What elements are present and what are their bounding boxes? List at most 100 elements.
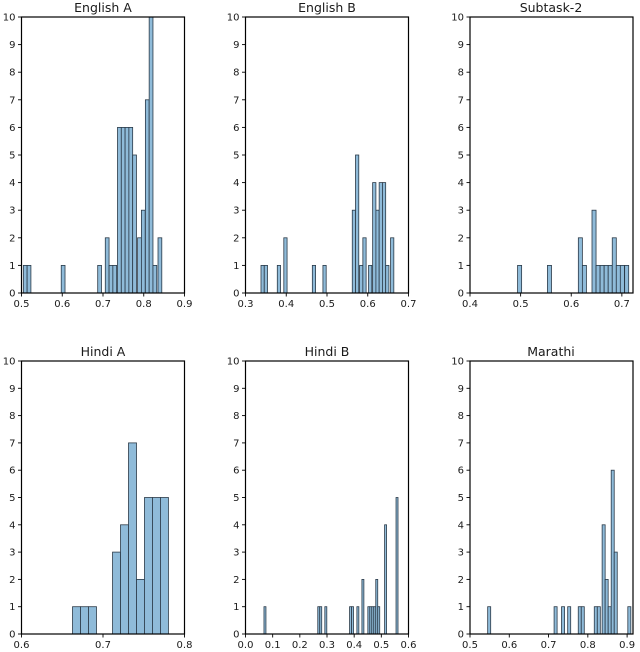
svg-text:0.3: 0.3: [238, 299, 254, 310]
svg-text:0: 0: [9, 289, 15, 300]
svg-text:0.7: 0.7: [401, 299, 417, 310]
svg-text:3: 3: [9, 206, 15, 217]
plot-area-hindi-b: 0.0 0.1 0.2 0.3 0.4 0.5 0.6 0 1 2 3 4 5 6 7 8 9 10: [227, 357, 417, 652]
svg-text:8: 8: [9, 68, 15, 79]
svg-text:5: 5: [9, 493, 15, 504]
svg-text:6: 6: [458, 123, 464, 134]
svg-text:0.3: 0.3: [319, 640, 335, 651]
subplot-title-hindi-b: Hindi B: [305, 344, 350, 359]
subplot-title-english-a: English A: [74, 0, 132, 15]
svg-text:2: 2: [9, 575, 15, 586]
svg-text:4: 4: [458, 178, 464, 189]
svg-text:0.6: 0.6: [14, 640, 30, 651]
svg-text:8: 8: [233, 68, 239, 79]
subplot-hindi-a: Hindi A 0.6 0.7 0.8 0 1 2 3 4 5 6 7 8 9 10: [3, 344, 193, 651]
svg-text:6: 6: [233, 466, 239, 477]
svg-text:6: 6: [9, 123, 15, 134]
svg-text:0.7: 0.7: [95, 640, 111, 651]
svg-text:8: 8: [9, 411, 15, 422]
svg-text:0.2: 0.2: [292, 640, 308, 651]
svg-text:3: 3: [233, 206, 239, 217]
svg-text:10: 10: [451, 13, 464, 24]
svg-text:0.5: 0.5: [14, 299, 30, 310]
plot-area-english-a: 0.5 0.6 0.7 0.8 0.9 0 1 2 3 4 5 6 7 8 9 10: [3, 13, 193, 311]
svg-text:0.8: 0.8: [177, 640, 193, 651]
svg-text:10: 10: [3, 357, 16, 368]
svg-text:0.4: 0.4: [278, 299, 294, 310]
svg-text:4: 4: [233, 178, 239, 189]
subplot-title-marathi: Marathi: [527, 344, 575, 359]
subplot-marathi: Marathi 0.5 0.6 0.7 0.8 0.9 0 1 2 3 4 5 6 7 8 9 10: [451, 344, 635, 651]
svg-text:0: 0: [9, 630, 15, 641]
svg-text:3: 3: [458, 206, 464, 217]
plot-area-hindi-a: 0.6 0.7 0.8 0 1 2 3 4 5 6 7 8 9 10: [3, 357, 193, 652]
subplot-english-a: English A 0.5 0.6 0.7 0.8 0.9 0 1 2 3 4 5 6 7 8 9 10: [3, 0, 193, 310]
subplot-title-subtask-2: Subtask-2: [520, 0, 583, 15]
svg-text:1: 1: [458, 602, 464, 613]
svg-text:0.0: 0.0: [238, 640, 254, 651]
svg-text:9: 9: [458, 384, 464, 395]
svg-text:9: 9: [458, 40, 464, 51]
svg-text:0.5: 0.5: [319, 299, 335, 310]
svg-text:0.7: 0.7: [541, 640, 557, 651]
svg-text:7: 7: [9, 95, 15, 106]
subplot-title-hindi-a: Hindi A: [81, 344, 126, 359]
svg-text:0.6: 0.6: [401, 640, 417, 651]
svg-text:6: 6: [9, 466, 15, 477]
svg-text:8: 8: [233, 411, 239, 422]
plot-area-subtask-2: 0.4 0.5 0.6 0.7 0 1 2 3 4 5 6 7 8 9 10: [451, 13, 634, 310]
svg-text:0.7: 0.7: [614, 299, 630, 310]
svg-text:7: 7: [458, 438, 464, 449]
svg-text:0.5: 0.5: [462, 640, 478, 651]
svg-text:6: 6: [233, 123, 239, 134]
svg-text:0.8: 0.8: [136, 299, 152, 310]
svg-text:2: 2: [9, 233, 15, 244]
svg-text:0.4: 0.4: [462, 299, 478, 310]
svg-text:1: 1: [9, 261, 15, 272]
svg-text:9: 9: [9, 40, 15, 51]
subplot-hindi-b: Hindi B 0.0 0.1 0.2 0.3 0.4 0.5 0.6 0 1 2 3 4 5 6 7 8 9 1…: [227, 344, 417, 651]
svg-text:7: 7: [9, 438, 15, 449]
svg-text:0.8: 0.8: [580, 640, 596, 651]
svg-text:4: 4: [9, 178, 15, 189]
svg-text:1: 1: [9, 602, 15, 613]
plot-area-english-b: 0.3 0.4 0.5 0.6 0.7 0 1 2 3 4 5 6 7 8 9 10: [227, 13, 417, 311]
svg-text:4: 4: [9, 520, 15, 531]
subplot-title-english-b: English B: [298, 0, 356, 15]
plot-area-marathi: 0.5 0.6 0.7 0.8 0.9 0 1 2 3 4 5 6 7 8 9 10: [451, 357, 635, 652]
svg-text:8: 8: [458, 411, 464, 422]
svg-text:4: 4: [233, 520, 239, 531]
svg-text:8: 8: [458, 68, 464, 79]
svg-text:0: 0: [458, 289, 464, 300]
svg-text:0.5: 0.5: [373, 640, 389, 651]
subplot-english-b: English B 0.3 0.4 0.5 0.6 0.7 0 1 2 3 4 5 6 7 8 9 10: [227, 0, 417, 310]
svg-text:2: 2: [458, 575, 464, 586]
svg-text:1: 1: [233, 261, 239, 272]
svg-text:6: 6: [458, 466, 464, 477]
svg-text:0.6: 0.6: [54, 299, 70, 310]
svg-text:2: 2: [233, 233, 239, 244]
svg-text:3: 3: [9, 548, 15, 559]
svg-text:0: 0: [233, 630, 239, 641]
svg-text:4: 4: [458, 520, 464, 531]
svg-text:10: 10: [227, 13, 240, 24]
svg-text:0.6: 0.6: [501, 640, 517, 651]
svg-text:2: 2: [233, 575, 239, 586]
svg-text:0.4: 0.4: [346, 640, 362, 651]
svg-text:0: 0: [458, 630, 464, 641]
subplot-subtask-2: Subtask-2 0.4 0.5 0.6 0.7 0 1 2 3 4 5 6 7 8 9 10: [451, 0, 634, 310]
svg-text:0: 0: [233, 289, 239, 300]
svg-text:7: 7: [233, 438, 239, 449]
svg-text:7: 7: [458, 95, 464, 106]
svg-text:5: 5: [9, 151, 15, 162]
svg-text:5: 5: [233, 493, 239, 504]
svg-text:3: 3: [233, 548, 239, 559]
svg-text:10: 10: [451, 357, 464, 368]
svg-text:2: 2: [458, 233, 464, 244]
svg-text:0.9: 0.9: [177, 299, 193, 310]
svg-text:0.5: 0.5: [513, 299, 529, 310]
svg-text:0.1: 0.1: [265, 640, 281, 651]
svg-text:0.6: 0.6: [563, 299, 579, 310]
